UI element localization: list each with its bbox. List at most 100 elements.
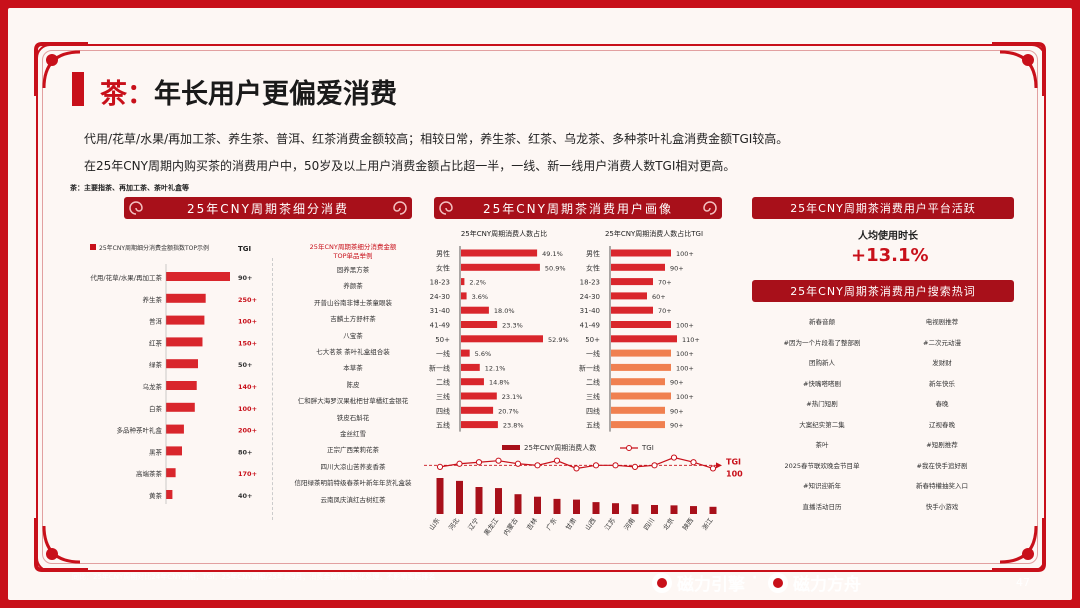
page-number: 47	[1016, 576, 1030, 589]
corner-ornament-icon	[992, 42, 1046, 96]
legend-line-marker	[626, 445, 632, 451]
tgi-value: 250+	[238, 296, 257, 304]
segment-bar	[166, 315, 205, 325]
category-label: 高端茶茶	[136, 469, 163, 478]
category-label: 三线	[586, 392, 600, 401]
decorative-border-inner	[42, 50, 1038, 564]
hot-word: #短剧推荐	[926, 441, 958, 449]
data-label: 60+	[652, 293, 666, 301]
province-label: 内蒙古	[501, 516, 520, 538]
item-list-entry: 仁和胖大海罗汉果枇杷甘草橘红金银花	[297, 397, 409, 406]
data-label: 14.8%	[489, 379, 510, 387]
profile-bar	[611, 278, 653, 286]
footer-note: 同比：25年CNY周期对比24年CNY周期；TGI：25年CNY周期/25年前9…	[72, 573, 436, 581]
tgi-marker	[475, 459, 483, 466]
profile-bar	[461, 378, 484, 386]
category-label: 绿茶	[149, 360, 163, 369]
province-bar	[553, 498, 561, 514]
profile-bar	[611, 392, 671, 400]
corner-ornament-icon	[992, 518, 1046, 572]
province-bar	[592, 502, 600, 514]
province-bar	[612, 503, 619, 514]
section-banner-segment: 25年CNY周期茶细分消费	[124, 197, 412, 219]
description-line-2: 在25年CNY周期内购买茶的消费用户中，50岁及以上用户消费金额占比超一半，一线…	[84, 159, 736, 173]
data-label: 100+	[676, 322, 694, 330]
tgi-marker	[592, 462, 600, 469]
category-label: 代用/花草/水果/再加工茶	[90, 273, 162, 282]
tgi-marker	[495, 457, 502, 464]
province-label: 江苏	[602, 516, 617, 532]
hot-word: 辽视春晚	[929, 420, 955, 429]
profile-bar	[611, 378, 665, 386]
item-list-entry: 铁皮石斛花	[336, 413, 370, 422]
swirl-icon	[129, 201, 143, 215]
tgi-marker	[709, 465, 717, 472]
province-label: 广东	[544, 516, 559, 532]
profile-bar	[461, 335, 543, 343]
data-label: 100+	[676, 393, 694, 401]
profile-bar	[611, 335, 677, 343]
data-label: 12.1%	[485, 364, 506, 372]
legend-bar-label: 25年CNY周期消费人数	[524, 443, 596, 452]
hot-word: #因为一个片段看了整部剧	[783, 338, 861, 347]
data-label: 100+	[676, 364, 694, 372]
tgi-value: 40+	[238, 492, 253, 500]
profile-bar	[461, 406, 494, 414]
hot-word: #二次元动漫	[923, 338, 961, 347]
profile-bar	[461, 292, 467, 300]
province-bar	[436, 478, 444, 514]
category-label: 四线	[436, 406, 450, 415]
data-label: 5.6%	[475, 350, 492, 358]
data-label: 49.1%	[542, 250, 563, 258]
hot-word: 2025春节联欢晚会节目单	[784, 461, 860, 470]
tgi-marker	[631, 463, 639, 470]
hot-word: 新年快乐	[929, 379, 955, 388]
decorative-border	[36, 44, 1046, 572]
province-bar	[651, 505, 658, 514]
title-accent-bar	[72, 72, 84, 106]
item-list-entry: 七大茗茶 茶叶礼盒组合装	[316, 348, 390, 356]
divider	[272, 258, 274, 520]
logo-mark-icon	[768, 572, 788, 593]
segment-bar	[166, 424, 184, 434]
item-list-entry: 云南凤庆滇红古树红茶	[320, 495, 386, 504]
tgi-value: 150+	[238, 339, 257, 347]
data-label: 90+	[670, 264, 684, 272]
tgi-value: 200+	[238, 427, 257, 435]
data-label: 90+	[670, 407, 684, 415]
profile-bar	[461, 321, 498, 328]
province-bar	[709, 506, 717, 514]
province-bar	[631, 504, 639, 514]
item-list-entry: 金丝红雪	[340, 430, 366, 438]
category-label: 41-49	[430, 322, 450, 330]
user-tgi-chart: 25年CNY周期消费人数占比TGI 男性 100+ 女性 90+ 18-23 70+ 24-3…	[579, 229, 703, 432]
province-bar	[534, 496, 541, 514]
profile-bar	[611, 363, 671, 371]
profile-bar	[461, 421, 498, 429]
hot-word: 快手小游戏	[925, 502, 959, 511]
province-label: 山东	[427, 516, 442, 532]
item-list-entry: 开普山谷南非博士茶童眼装	[314, 298, 392, 307]
category-label: 黄茶	[149, 491, 163, 500]
province-label: 河北	[447, 516, 461, 532]
tgi-marker	[670, 454, 678, 461]
profile-bar	[611, 292, 647, 300]
hot-word: 新春特權抽奖入口	[916, 482, 968, 490]
data-label: 110+	[682, 336, 700, 344]
category-label: 31-40	[430, 307, 450, 315]
category-label: 24-30	[430, 293, 450, 301]
data-label: 3.6%	[472, 293, 489, 301]
category-label: 50+	[435, 336, 450, 344]
category-label: 18-23	[430, 279, 450, 287]
data-label: 23.1%	[502, 393, 523, 401]
legend-swatch	[90, 244, 96, 250]
item-list-entry: 养颜茶	[343, 282, 363, 291]
category-label: 四线	[586, 406, 600, 415]
data-label: 100+	[676, 250, 694, 258]
category-label: 养生茶	[143, 295, 163, 304]
province-label: 陕西	[680, 516, 695, 532]
province-label: 黑龙江	[482, 516, 501, 538]
legend-line-label: TGI	[641, 444, 654, 452]
hot-word: 电视剧推荐	[925, 318, 959, 326]
province-label: 山西	[583, 516, 598, 532]
